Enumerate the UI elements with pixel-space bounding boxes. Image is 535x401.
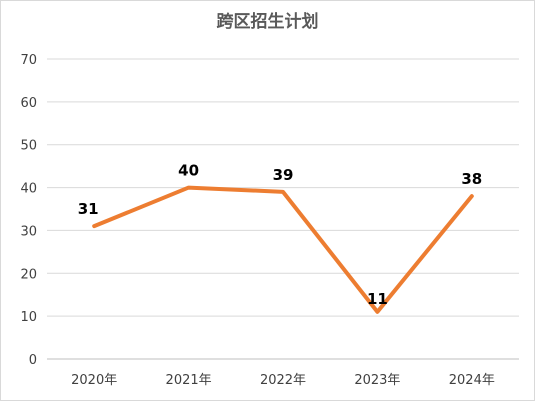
data-label: 31 <box>78 200 99 218</box>
y-tick-label: 30 <box>20 224 37 239</box>
y-tick-label: 60 <box>20 96 37 111</box>
y-tick-label: 70 <box>20 53 37 68</box>
data-label: 39 <box>273 166 294 184</box>
data-label: 38 <box>461 170 482 188</box>
x-tick-label: 2022年 <box>260 373 306 388</box>
data-label: 40 <box>178 162 199 180</box>
y-tick-label: 50 <box>20 139 37 154</box>
x-tick-label: 2024年 <box>449 373 495 388</box>
y-tick-label: 0 <box>29 353 37 368</box>
y-tick-label: 20 <box>20 267 37 282</box>
chart-title: 跨区招生计划 <box>216 12 319 32</box>
data-label: 11 <box>367 290 388 308</box>
x-tick-label: 2023年 <box>354 373 400 388</box>
x-tick-label: 2021年 <box>166 373 212 388</box>
series-line <box>92 185 474 314</box>
x-tick-label: 2020年 <box>71 373 117 388</box>
y-tick-label: 10 <box>20 310 37 325</box>
y-tick-label: 40 <box>20 182 37 197</box>
